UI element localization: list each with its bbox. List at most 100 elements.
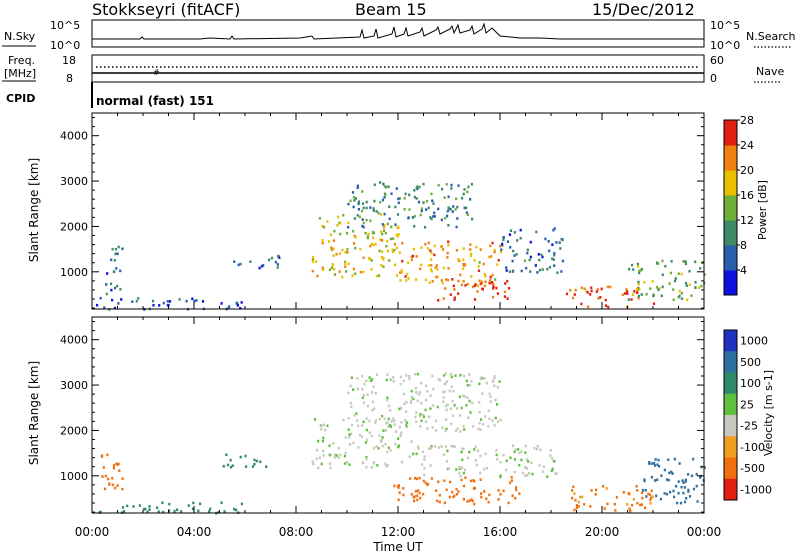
echo-cell [571,489,574,492]
echo-cell [694,281,697,284]
echo-cell [493,375,496,378]
echo-cell [672,288,675,291]
echo-cell [363,382,366,386]
colorbar-tick-label: 100 [740,377,761,390]
echo-cell [680,485,683,489]
echo-cell [659,497,663,501]
echo-cell [320,427,323,431]
echo-cell [468,450,471,454]
echo-cell [404,192,407,196]
x-tick-label: 08:00 [279,525,314,539]
echo-cell [479,471,482,475]
echo-cell [594,493,597,496]
echo-cell [544,237,547,241]
echo-cell [493,376,496,380]
echo-cell [274,260,277,264]
echo-cell [527,460,530,463]
echo-cell [354,246,357,250]
echo-cell [459,374,462,377]
echo-cell [615,496,618,499]
echo-cell [322,454,325,457]
echo-cell [456,407,459,410]
echo-cell [276,263,279,266]
echo-cell [651,495,654,498]
colorbar-tick-label: 16 [740,189,754,202]
echo-cell [680,292,683,295]
echo-cell [449,373,452,376]
echo-cell [515,253,518,256]
echo-cell [384,185,388,189]
echo-cell [239,307,242,310]
echo-cell [430,217,433,221]
echo-cell [468,399,471,403]
x-axis-title: Time UT [372,540,423,554]
echo-cell [470,275,473,278]
x-tick-label: 00:00 [687,525,722,539]
echo-cell [495,286,498,290]
echo-cell [351,274,354,277]
echo-cell [390,192,393,195]
echo-cell [408,208,411,211]
echo-cell [656,478,659,482]
echo-cell [450,444,453,448]
echo-cell [384,462,387,465]
echo-cell [226,463,230,467]
echo-cell [162,301,165,305]
echo-cell [324,428,327,432]
echo-cell [353,199,356,202]
echo-cell [657,458,660,462]
echo-cell [684,260,687,263]
echo-cell [396,213,400,216]
echo-cell [538,464,541,467]
echo-cell [414,415,417,419]
echo-cell [456,217,459,220]
echo-cell [410,493,413,496]
echo-cell [491,295,495,299]
y-tick-label: 3000 [60,175,88,188]
beam-title: Beam 15 [355,0,427,19]
echo-cell [342,418,345,422]
echo-cell [587,305,590,309]
echo-cell [460,406,463,410]
echo-cell [166,304,169,307]
echo-cell [420,402,423,405]
echo-cell [466,456,469,460]
echo-cell [381,414,384,418]
echo-cell [374,242,377,246]
echo-cell [425,199,429,203]
echo-cell [463,264,466,267]
echo-cell [311,269,314,273]
echo-cell [462,247,465,250]
echo-cell [422,182,425,186]
echo-cell [417,392,420,396]
echo-cell [653,461,656,465]
echo-cell [350,376,353,379]
echo-cell [645,495,648,498]
echo-cell [447,243,450,247]
echo-cell [187,504,190,507]
echo-cell [99,510,102,514]
echo-cell [496,386,499,389]
echo-cell [541,470,544,473]
echo-cell [461,466,464,470]
echo-cell [499,460,502,464]
echo-cell [528,258,531,262]
echo-cell [148,505,151,508]
velocity-panel: 1000 2000 3000 4000 Slant Range [km] 1000 50… [27,316,775,515]
echo-cell [113,270,116,273]
echo-cell [571,496,574,500]
echo-cell [168,300,172,303]
echo-cell [420,381,423,385]
echo-cell [365,438,369,442]
echo-cell [638,287,641,291]
echo-cell [455,249,458,252]
echo-cell [506,297,509,300]
echo-cell [520,458,523,462]
echo-cell [677,491,680,495]
echo-cell [434,445,437,448]
echo-cell [552,258,555,261]
echo-cell [635,287,639,291]
echo-cell [419,267,422,271]
echo-cell [685,497,688,500]
echo-cell [407,277,410,280]
